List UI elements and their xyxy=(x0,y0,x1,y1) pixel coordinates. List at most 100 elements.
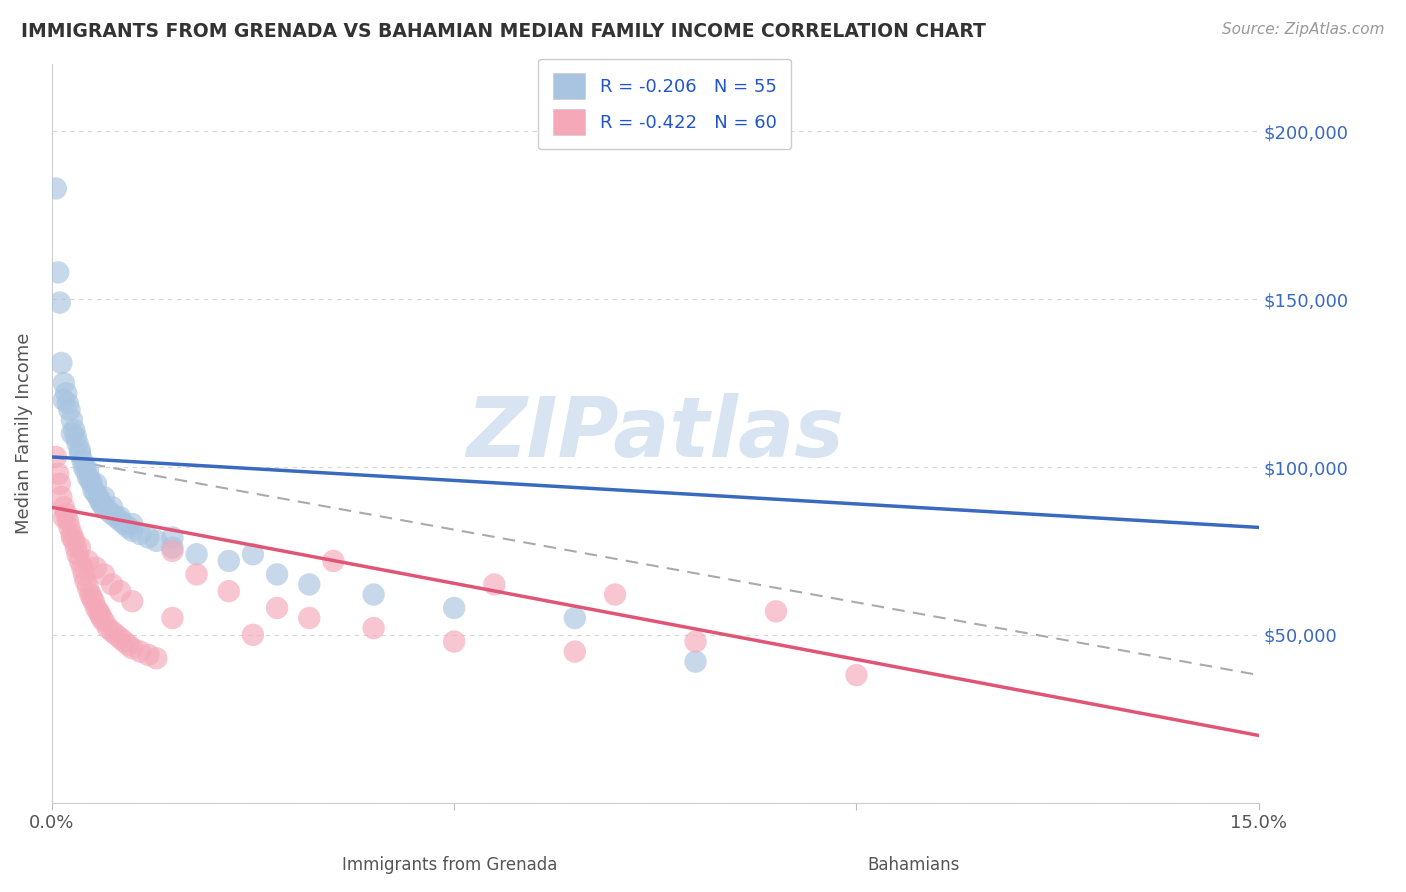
Point xyxy=(298,611,321,625)
Point xyxy=(66,436,89,450)
Point xyxy=(46,265,69,279)
Point xyxy=(46,467,69,481)
Point xyxy=(101,577,124,591)
Point xyxy=(84,560,107,574)
Point xyxy=(77,581,100,595)
Point xyxy=(52,376,75,391)
Point xyxy=(79,588,101,602)
Point xyxy=(145,651,167,665)
Point xyxy=(89,493,111,508)
Point xyxy=(564,644,586,658)
Point xyxy=(63,533,86,548)
Point xyxy=(69,541,91,555)
Point xyxy=(105,510,128,524)
Point xyxy=(84,601,107,615)
Point xyxy=(56,514,79,528)
Point xyxy=(101,507,124,521)
Point xyxy=(443,634,465,648)
Point xyxy=(90,497,112,511)
Point xyxy=(484,577,506,591)
Point xyxy=(45,181,67,195)
Point xyxy=(60,527,83,541)
Point xyxy=(363,621,385,635)
Point xyxy=(83,594,105,608)
Point xyxy=(51,356,73,370)
Point xyxy=(266,567,288,582)
Point xyxy=(121,517,143,532)
Point xyxy=(136,648,159,662)
Point xyxy=(49,476,72,491)
Point xyxy=(363,588,385,602)
Point xyxy=(685,655,707,669)
Text: Source: ZipAtlas.com: Source: ZipAtlas.com xyxy=(1222,22,1385,37)
Point xyxy=(564,611,586,625)
Point xyxy=(108,510,131,524)
Point xyxy=(69,447,91,461)
Point xyxy=(121,594,143,608)
Point xyxy=(218,584,240,599)
Point xyxy=(60,413,83,427)
Point xyxy=(105,628,128,642)
Legend: R = -0.206   N = 55, R = -0.422   N = 60: R = -0.206 N = 55, R = -0.422 N = 60 xyxy=(538,59,792,149)
Point xyxy=(51,490,73,504)
Point xyxy=(55,386,77,401)
Point xyxy=(80,591,103,605)
Point xyxy=(56,396,79,410)
Point xyxy=(108,584,131,599)
Point xyxy=(162,544,184,558)
Text: IMMIGRANTS FROM GRENADA VS BAHAMIAN MEDIAN FAMILY INCOME CORRELATION CHART: IMMIGRANTS FROM GRENADA VS BAHAMIAN MEDI… xyxy=(21,22,986,41)
Point xyxy=(72,453,94,467)
Text: ZIPatlas: ZIPatlas xyxy=(467,393,844,474)
Point xyxy=(162,531,184,545)
Point xyxy=(93,615,115,629)
Point xyxy=(121,524,143,538)
Point xyxy=(112,634,135,648)
Point xyxy=(218,554,240,568)
Point xyxy=(93,567,115,582)
Text: Bahamians: Bahamians xyxy=(868,855,960,873)
Point xyxy=(75,574,97,588)
Point xyxy=(97,621,120,635)
Point xyxy=(58,403,80,417)
Point xyxy=(145,533,167,548)
Point xyxy=(52,510,75,524)
Point xyxy=(65,541,87,555)
Point xyxy=(108,631,131,645)
Y-axis label: Median Family Income: Median Family Income xyxy=(15,333,32,534)
Point xyxy=(89,607,111,622)
Point xyxy=(90,611,112,625)
Point xyxy=(77,554,100,568)
Point xyxy=(242,628,264,642)
Point xyxy=(298,577,321,591)
Point xyxy=(443,601,465,615)
Point xyxy=(121,641,143,656)
Point xyxy=(58,520,80,534)
Point xyxy=(77,463,100,477)
Point xyxy=(80,476,103,491)
Point xyxy=(322,554,344,568)
Point xyxy=(84,487,107,501)
Point xyxy=(97,503,120,517)
Point xyxy=(52,392,75,407)
Point xyxy=(162,611,184,625)
Point xyxy=(83,483,105,498)
Point xyxy=(242,547,264,561)
Point xyxy=(186,547,208,561)
Point xyxy=(101,500,124,515)
Point xyxy=(73,460,96,475)
Point xyxy=(66,547,89,561)
Point xyxy=(52,500,75,515)
Point xyxy=(129,644,152,658)
Point xyxy=(73,567,96,582)
Point xyxy=(108,514,131,528)
Point xyxy=(69,443,91,458)
Point xyxy=(93,490,115,504)
Point xyxy=(75,463,97,477)
Point xyxy=(266,601,288,615)
Point xyxy=(69,554,91,568)
Point xyxy=(72,560,94,574)
Point xyxy=(112,517,135,532)
Point xyxy=(101,624,124,639)
Point xyxy=(117,638,139,652)
Point xyxy=(77,470,100,484)
